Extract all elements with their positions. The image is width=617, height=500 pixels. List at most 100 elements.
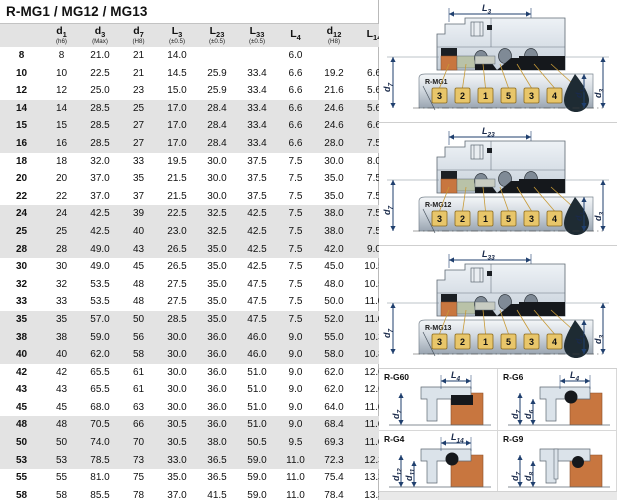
cell-L14: 11.6 [364, 419, 384, 431]
cell-d3: 57.0 [90, 313, 110, 325]
cell-L3: 37.0 [167, 489, 187, 500]
cell-d12: 68.4 [324, 419, 344, 431]
cell-L33: 46.0 [247, 331, 267, 343]
dimension-label: d1 [574, 89, 587, 99]
cell-d7: 35 [132, 173, 145, 185]
table-header-row: d1 (h6) d3 (Max) d7 (H8) L3 (±0.5) L23 (±0.5) L33(… [0, 24, 394, 47]
dimension-label: L4 [570, 370, 580, 383]
part-badge: 4 [533, 63, 563, 104]
row-size-value: 33 [15, 296, 28, 308]
table-row: 55 55 81.0 75 35.0 36.5 59.0 11.0 75.4 13.3 [0, 469, 394, 487]
cell-L33: 50.5 [247, 437, 267, 449]
cell-L4: 9.0 [288, 401, 303, 413]
cell-d12: 78.4 [324, 489, 344, 500]
cell-d3: 85.5 [90, 489, 110, 500]
cell-d7: 73 [132, 454, 145, 466]
cell-L3: 21.5 [167, 173, 187, 185]
svg-text:3: 3 [529, 214, 534, 224]
column-header-symbol: d1 [56, 25, 67, 40]
table-row: 43 43 65.5 61 30.0 36.0 51.0 9.0 62.0 12.0 [0, 381, 394, 399]
cell-d7: 45 [132, 261, 145, 273]
column-header-tolerance: (H8) [327, 37, 341, 45]
cell-d12: 19.2 [324, 67, 344, 79]
cell-d12: 28.0 [324, 137, 344, 149]
cell-L23: 35.0 [207, 296, 227, 308]
part-badge: 3 [431, 186, 450, 227]
table-row: 50 50 74.0 70 30.5 38.0 50.5 9.5 69.3 11.6 [0, 434, 394, 452]
cell-L3: 17.0 [167, 137, 187, 149]
cell-d7: 21 [132, 67, 145, 79]
gasket-diagram-r-g9: R-G9 d7 d8 [498, 431, 617, 493]
cell-d12: 69.3 [324, 437, 344, 449]
cell-L23: 36.0 [207, 349, 227, 361]
diagram-code-label: R-MG1 [425, 79, 448, 86]
cell-d12: 45.0 [324, 261, 344, 273]
cell-d1: 8 [58, 50, 65, 61]
cell-L4: 9.0 [288, 366, 303, 378]
cell-L4: 9.0 [288, 331, 303, 343]
diagram-code-label: R-G6 [503, 372, 524, 382]
dimension-label: d1 [574, 212, 587, 222]
cell-L4: 7.5 [288, 243, 303, 255]
svg-text:4: 4 [552, 214, 557, 224]
cell-d3: 74.0 [90, 437, 110, 449]
cell-d3: 28.5 [90, 102, 110, 114]
cell-d12 [314, 47, 354, 65]
table-row: 40 40 62.0 58 30.0 36.0 46.0 9.0 58.0 10.8 [0, 346, 394, 364]
diagram-pane: L3R-MG13215345d7d1d3L23R-MG123215345d7d1… [379, 0, 617, 500]
column-header-tolerance: (Max) [92, 37, 108, 45]
cell-L23 [197, 47, 237, 65]
dimension-label: d7 [510, 410, 523, 420]
cell-d7: 40 [132, 225, 145, 237]
cell-d12: 24.6 [324, 120, 344, 132]
cell-d7: 75 [132, 472, 145, 484]
cell-L14: 7.5 [367, 137, 381, 149]
cell-L23: 41.5 [207, 489, 227, 500]
cell-L3: 30.5 [167, 437, 187, 449]
column-header-symbol: L23 [209, 25, 225, 40]
cell-d1: 18 [55, 155, 68, 167]
cell-L14: 7.5 [367, 225, 381, 237]
cell-L4: 7.5 [288, 225, 303, 237]
cell-L33: 33.4 [247, 102, 267, 114]
cell-L14: 12.0 [364, 366, 384, 378]
cell-L33: 51.0 [247, 366, 267, 378]
table-row: 38 38 59.0 56 30.0 36.0 46.0 9.0 55.0 10.3 [0, 328, 394, 347]
row-size-value: 14 [15, 102, 28, 114]
dimension-label: d11 [404, 468, 417, 481]
cell-d1: 35 [55, 313, 68, 325]
cell-L3: 33.0 [167, 454, 187, 466]
column-header-tolerance: (±0.5) [248, 37, 266, 45]
cell-L33: 51.0 [247, 419, 267, 431]
cell-L33: 46.0 [247, 349, 267, 361]
row-size-value: 12 [15, 85, 28, 97]
cell-L23: 25.9 [207, 85, 227, 97]
table-row: 25 25 42.5 40 23.0 32.5 42.5 7.5 38.0 7.5 [0, 222, 394, 241]
cell-d7: 61 [132, 384, 145, 396]
big-diagram-list: L3R-MG13215345d7d1d3L23R-MG123215345d7d1… [379, 0, 617, 369]
svg-text:1: 1 [483, 337, 488, 347]
cell-L33: 42.5 [247, 261, 267, 273]
cell-d3: 65.5 [90, 366, 110, 378]
row-size-value: 24 [15, 208, 28, 220]
cell-d3: 21.0 [90, 50, 110, 61]
cell-d12: 30.0 [324, 155, 344, 167]
cell-L4: 7.5 [288, 313, 303, 325]
cell-L4: 7.5 [288, 296, 303, 308]
cell-d7: 61 [132, 366, 145, 378]
cell-d1: 32 [55, 278, 68, 290]
table-row: 15 15 28.5 27 17.0 28.4 33.4 6.6 24.6 6.6 [0, 117, 394, 135]
cell-L23: 36.5 [207, 472, 227, 484]
cell-L3: 30.0 [167, 366, 187, 378]
cell-L14: 11.0 [364, 296, 384, 308]
dimension-label: d7 [510, 472, 523, 482]
table-row: 48 48 70.5 66 30.5 36.0 51.0 9.0 68.4 11.6 [0, 416, 394, 435]
cell-L14: 6.6 [367, 67, 381, 79]
cell-L4: 11.0 [286, 489, 305, 500]
cell-d12: 75.4 [324, 472, 344, 484]
part-badge: 5 [499, 186, 517, 227]
cell-L23: 35.0 [207, 278, 227, 290]
